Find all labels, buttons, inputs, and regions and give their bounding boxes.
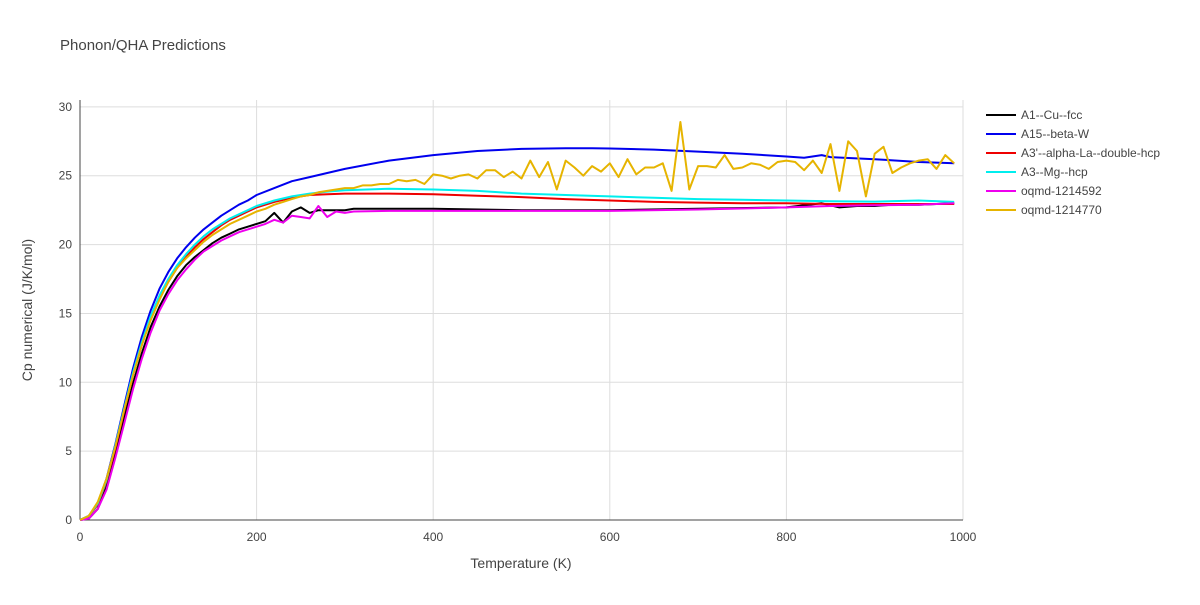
series-lines [79,121,955,521]
y-axis-label: Cp numerical (J/K/mol) [19,239,35,381]
series-line-5 [79,121,955,521]
x-tick-label: 1000 [950,530,977,544]
y-tick-label: 30 [59,100,73,114]
y-tick-label: 0 [65,513,72,527]
y-tick-label: 10 [59,375,73,389]
x-tick-label: 200 [247,530,267,544]
legend[interactable]: A1--Cu--fcc A15--beta-W A3'--alpha-La--dou… [986,108,1160,217]
series-line-3 [79,187,955,521]
legend-label: oqmd-1214592 [1021,184,1102,198]
y-tick-label: 15 [59,306,73,320]
legend-label: A3'--alpha-La--double-hcp [1021,146,1160,160]
x-tick-label: 800 [776,530,796,544]
legend-label: A3--Mg--hcp [1021,165,1088,179]
series-line-1 [79,147,955,521]
series-line-0 [79,202,955,521]
legend-label: A1--Cu--fcc [1021,108,1082,122]
x-axis-label: Temperature (K) [470,555,571,571]
chart-title: Phonon/QHA Predictions [60,37,226,54]
axes: 0 200 400 600 800 1000 0 5 10 15 20 25 30 [59,100,977,544]
legend-item[interactable]: A3'--alpha-La--double-hcp [986,146,1160,160]
y-tick-label: 5 [65,444,72,458]
legend-item[interactable]: A3--Mg--hcp [986,165,1088,179]
series-line-2 [79,192,955,521]
grid [80,100,964,520]
x-tick-label: 0 [77,530,84,544]
y-tick-label: 20 [59,238,73,252]
legend-label: A15--beta-W [1021,127,1090,141]
series-line-4 [79,202,955,521]
legend-item[interactable]: A1--Cu--fcc [986,108,1082,122]
legend-item[interactable]: oqmd-1214770 [986,203,1102,217]
y-tick-label: 25 [59,169,73,183]
legend-label: oqmd-1214770 [1021,203,1102,217]
legend-item[interactable]: oqmd-1214592 [986,184,1102,198]
x-tick-label: 600 [600,530,620,544]
legend-item[interactable]: A15--beta-W [986,127,1090,141]
x-tick-label: 400 [423,530,443,544]
